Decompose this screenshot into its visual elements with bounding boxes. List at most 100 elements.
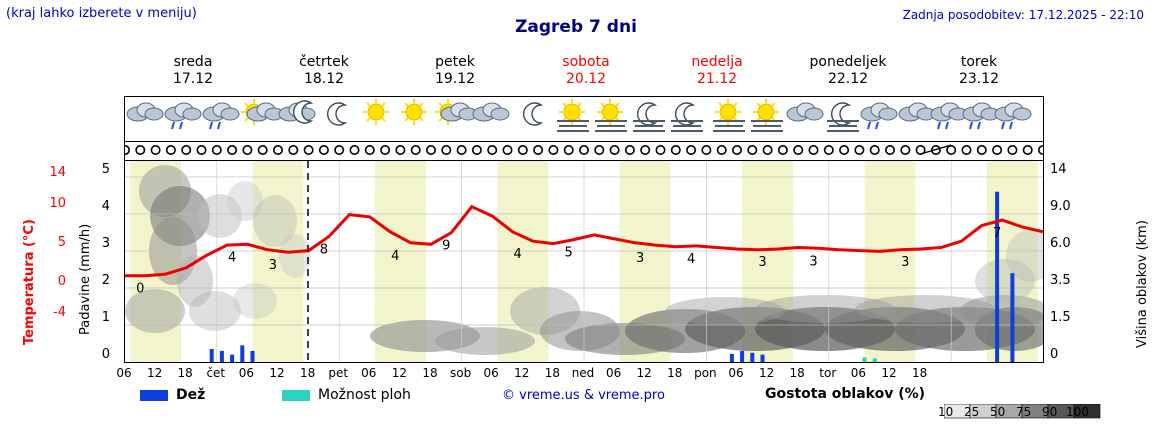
height-tick-35: 3.5 <box>1050 273 1071 288</box>
svg-text:3: 3 <box>269 258 277 273</box>
cloud-density-label: Gostota oblakov (%) <box>765 386 926 402</box>
temp-tick-m4: -4 <box>53 305 66 320</box>
day-date: 18.12 <box>303 71 345 87</box>
day-name: torek <box>960 54 998 70</box>
x-tick-8: 06 <box>361 366 377 380</box>
x-tick-17: 12 <box>636 366 652 380</box>
svg-text:4: 4 <box>687 252 695 267</box>
x-tick-22: 18 <box>789 366 805 380</box>
precip-tick-5: 5 <box>101 162 110 177</box>
x-tick-14: 18 <box>544 366 561 380</box>
precip-tick-1: 1 <box>101 310 110 325</box>
day-name: petek <box>435 54 475 70</box>
x-tick-13: 12 <box>514 366 530 380</box>
precip-tick-3: 3 <box>101 236 110 251</box>
day-header-3: sobota 20.12 <box>521 54 651 88</box>
x-tick-19: pon <box>694 366 717 380</box>
day-name: četrtek <box>299 54 349 70</box>
svg-text:3: 3 <box>636 251 644 266</box>
x-tick-6: 18 <box>299 366 316 380</box>
day-header-1: četrtek 18.12 <box>259 54 389 88</box>
temp-tick-0: 0 <box>57 274 66 289</box>
temp-tick-5: 5 <box>57 235 66 250</box>
x-tick-23: tor <box>819 366 837 380</box>
forecast-plot: 0 4 3 8 4 9 4 5 3 4 3 3 3 7 <box>124 160 1044 363</box>
day-header-4: nedelja 21.12 <box>652 54 782 88</box>
svg-text:7: 7 <box>993 226 1001 241</box>
svg-text:3: 3 <box>809 254 817 269</box>
x-tick-18: 18 <box>667 366 683 380</box>
x-tick-3: čet <box>206 366 226 380</box>
copyright[interactable]: © vreme.us & vreme.pro <box>502 388 665 403</box>
svg-text:0: 0 <box>136 282 144 297</box>
legend-rain-label: Dež <box>176 387 206 403</box>
x-tick-15: ned <box>571 366 595 380</box>
height-tick-6: 6.0 <box>1050 236 1071 251</box>
x-tick-21: 12 <box>758 366 775 380</box>
x-tick-26: 18 <box>911 366 928 380</box>
showers-legend-swatch <box>282 390 310 401</box>
x-tick-11: sob <box>449 366 472 380</box>
svg-text:3: 3 <box>758 255 766 270</box>
x-tick-10: 18 <box>422 366 438 380</box>
x-tick-2: 18 <box>177 366 193 380</box>
day-date: 20.12 <box>565 71 607 87</box>
svg-text:5: 5 <box>565 246 573 261</box>
svg-text:4: 4 <box>514 247 522 262</box>
day-date: 21.12 <box>696 71 738 87</box>
precip-tick-4: 4 <box>101 199 110 214</box>
hour-dot-band <box>124 142 1044 160</box>
x-tick-20: 06 <box>728 366 744 380</box>
day-header-6: torek 23.12 <box>914 54 1044 88</box>
temp-tick-10: 10 <box>49 196 66 211</box>
precip-tick-0: 0 <box>101 347 110 362</box>
x-tick-9: 12 <box>391 366 408 380</box>
cloud-height-axis-label: Višina oblakov (km) <box>1135 220 1150 348</box>
page-title: Zagreb 7 dni <box>515 17 637 37</box>
svg-text:3: 3 <box>901 255 909 270</box>
day-name: nedelja <box>691 54 743 70</box>
day-date: 17.12 <box>172 71 214 87</box>
density-tick-50: 50 <box>990 405 1006 419</box>
x-tick-5: 12 <box>269 366 285 380</box>
temp-tick-14: 14 <box>49 165 66 180</box>
density-tick-75: 75 <box>1016 405 1032 419</box>
weather-icon-band <box>124 96 1044 142</box>
height-tick-0: 0 <box>1050 347 1059 362</box>
day-date: 23.12 <box>958 71 1000 87</box>
x-tick-12: 06 <box>483 366 499 380</box>
x-tick-7: pet <box>328 366 349 380</box>
density-tick-10: 10 <box>938 405 954 419</box>
density-tick-90: 90 <box>1042 405 1058 419</box>
svg-text:9: 9 <box>442 239 450 254</box>
svg-text:4: 4 <box>228 250 236 265</box>
precip-tick-2: 2 <box>101 273 110 288</box>
density-tick-100: 100 <box>1066 405 1089 419</box>
day-name: ponedeljek <box>809 54 887 70</box>
height-tick-9: 9.0 <box>1050 199 1071 214</box>
rain-legend-swatch <box>140 390 168 401</box>
day-date: 19.12 <box>434 71 476 87</box>
density-scale-swatches <box>944 404 1101 419</box>
density-tick-25: 25 <box>964 405 980 419</box>
x-tick-16: 06 <box>605 366 622 380</box>
x-tick-0: 06 <box>116 366 132 380</box>
x-tick-24: 06 <box>850 366 867 380</box>
day-date: 22.12 <box>827 71 869 87</box>
day-header-5: ponedeljek 22.12 <box>783 54 913 88</box>
x-tick-25: 12 <box>881 366 897 380</box>
height-tick-15: 1.5 <box>1050 310 1071 325</box>
day-header-0: sreda 17.12 <box>128 54 258 88</box>
legend-showers-label: Možnost ploh <box>318 387 411 403</box>
day-header-2: petek 19.12 <box>390 54 520 88</box>
svg-text:4: 4 <box>391 249 399 264</box>
last-updated: Zadnja posodobitev: 17.12.2025 - 22:10 <box>902 8 1144 22</box>
svg-text:8: 8 <box>320 243 328 258</box>
x-tick-1: 12 <box>146 366 163 380</box>
x-tick-4: 06 <box>238 366 255 380</box>
day-name: sreda <box>173 54 213 70</box>
location-note: (kraj lahko izberete v meniju) <box>6 6 197 21</box>
temperature-axis-label: Temperatura (°C) <box>22 219 37 345</box>
height-tick-14: 14 <box>1050 162 1067 177</box>
day-name: sobota <box>562 54 610 70</box>
